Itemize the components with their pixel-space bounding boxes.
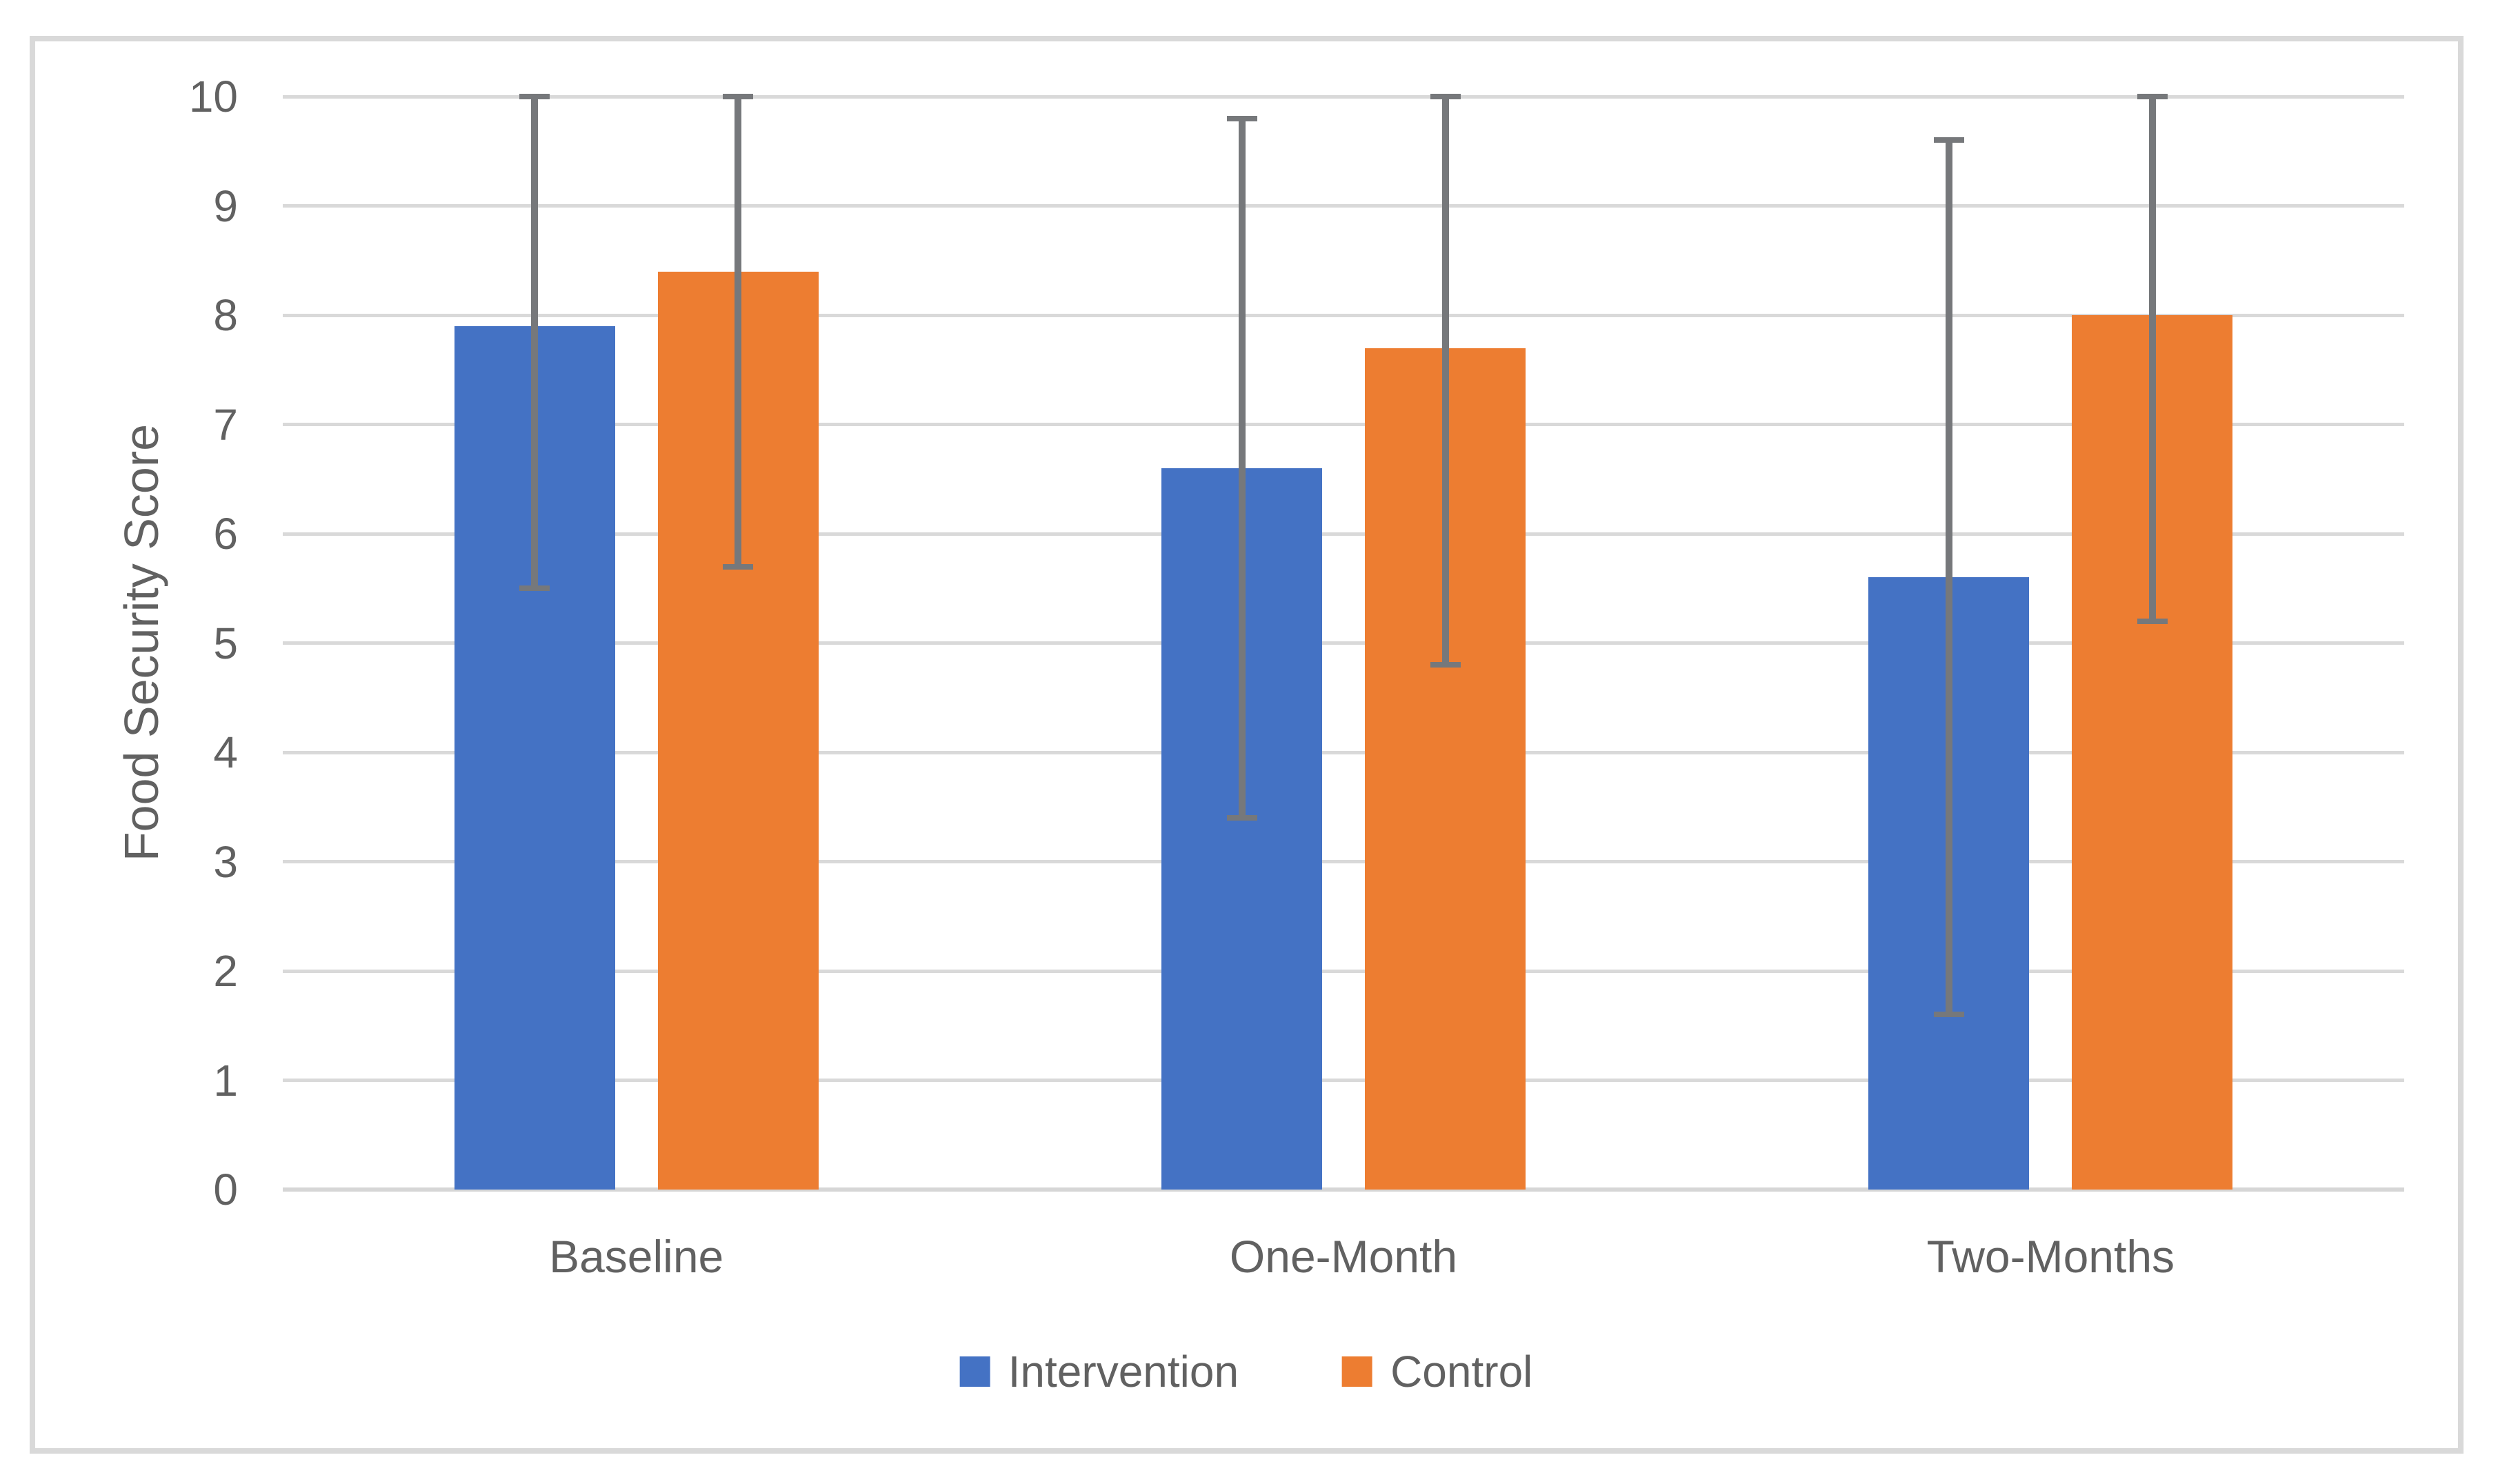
error-bar-line (1945, 140, 1952, 1015)
y-gridline (283, 750, 2404, 754)
error-bar-line (735, 97, 742, 567)
legend-label: Control (1390, 1347, 1533, 1396)
legend-swatch-control (1342, 1356, 1373, 1387)
error-bar-line (531, 97, 539, 589)
y-tick-label: 10 (188, 72, 238, 121)
y-tick-label: 5 (213, 618, 238, 668)
y-tick-label: 4 (213, 728, 238, 777)
legend-item-intervention: Intervention (959, 1347, 1239, 1396)
y-tick-label: 7 (213, 399, 238, 450)
y-gridline (283, 860, 2404, 863)
y-gridline (283, 94, 2404, 99)
y-tick-label: 8 (213, 290, 238, 340)
legend-item-control: Control (1342, 1348, 1532, 1395)
error-bar-cap-bottom (1226, 815, 1257, 821)
y-tick-label: 6 (213, 509, 238, 559)
error-bar-cap-bottom (2137, 618, 2168, 624)
error-bar-cap-top (723, 94, 754, 99)
x-axis-label-two-months: Two-Months (1926, 1231, 2175, 1282)
x-axis-line (283, 1187, 2404, 1192)
y-tick-label: 1 (213, 1055, 238, 1105)
x-axis-label-baseline: Baseline (549, 1231, 724, 1282)
x-axis-label-one-month: One-Month (1229, 1231, 1458, 1282)
legend-swatch-intervention (959, 1356, 990, 1387)
y-gridline (283, 641, 2404, 645)
legend-label: Intervention (1008, 1347, 1239, 1396)
y-gridline (283, 532, 2404, 536)
error-bar-cap-top (2137, 94, 2168, 99)
error-bar-line (2148, 97, 2156, 621)
y-gridline (283, 313, 2404, 317)
error-bar-cap-top (519, 94, 550, 99)
legend: Intervention Control (959, 1347, 1532, 1396)
y-gridline (283, 969, 2404, 973)
error-bar-cap-top (1226, 115, 1257, 121)
error-bar-cap-bottom (1933, 1012, 1964, 1018)
y-tick-label: 3 (213, 836, 238, 887)
error-bar-line (1238, 118, 1246, 819)
y-gridline (283, 1079, 2404, 1082)
y-tick-label: 0 (213, 1165, 238, 1214)
y-tick-label: 9 (213, 181, 238, 231)
error-bar-line (1441, 97, 1449, 665)
y-gridline (283, 423, 2404, 426)
error-bar-cap-top (1430, 94, 1461, 99)
error-bar-cap-bottom (519, 585, 550, 592)
error-bar-cap-bottom (723, 563, 754, 570)
y-gridline (283, 204, 2404, 208)
error-bar-cap-bottom (1430, 662, 1461, 668)
error-bar-cap-top (1933, 137, 1964, 143)
y-tick-label: 2 (213, 946, 238, 996)
